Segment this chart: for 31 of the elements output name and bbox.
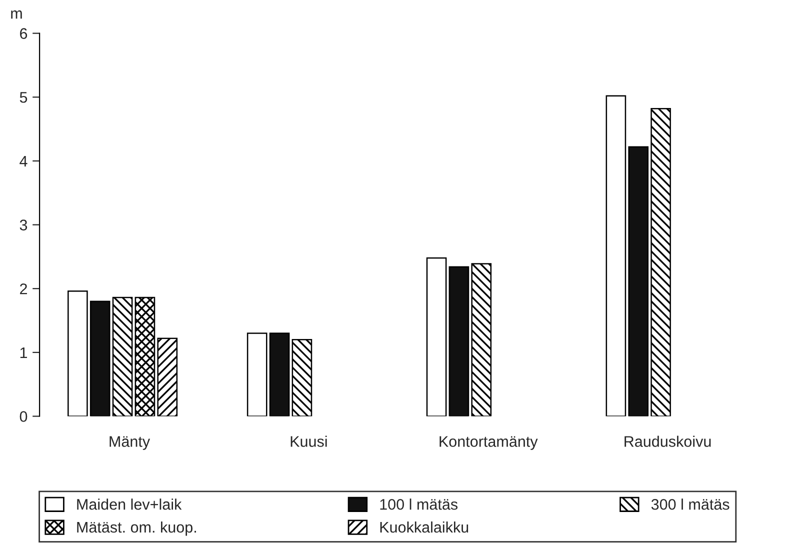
bar [650, 108, 671, 416]
bar [628, 146, 649, 416]
x-tick-label: Rauduskoivu [624, 436, 711, 447]
legend-label: 300 l mätäs [651, 498, 730, 510]
bar [112, 296, 133, 416]
y-tick-label: 2 [20, 283, 27, 294]
y-tick-label: 3 [20, 220, 28, 230]
legend-label: Kuokkalaikku [380, 521, 468, 533]
bar [246, 332, 268, 416]
x-tick-label: Kuusi [290, 436, 327, 447]
y-tick-label: 1 [20, 347, 27, 358]
y-tick-label: 5 [20, 92, 28, 103]
x-tick-label: Kontortamänty [440, 436, 538, 450]
y-tick-label: 4 [20, 156, 28, 166]
bar [426, 257, 447, 416]
bar [448, 266, 470, 416]
legend-label: Mätäst. om. kuop. [77, 521, 196, 536]
bar [292, 339, 312, 416]
bar [68, 290, 88, 416]
bar [157, 338, 178, 416]
bar [606, 95, 626, 416]
y-tick-label: 6 [20, 28, 28, 39]
bar [471, 263, 492, 416]
legend-label: 100 l mätäs [380, 498, 458, 510]
bar [134, 296, 156, 416]
bar [269, 332, 290, 416]
bar [90, 300, 110, 416]
y-axis-title: m [11, 10, 22, 19]
x-tick-label: Mänty [110, 436, 150, 450]
legend-label: Maiden lev+laik [77, 498, 182, 510]
y-tick-label: 0 [20, 411, 28, 422]
